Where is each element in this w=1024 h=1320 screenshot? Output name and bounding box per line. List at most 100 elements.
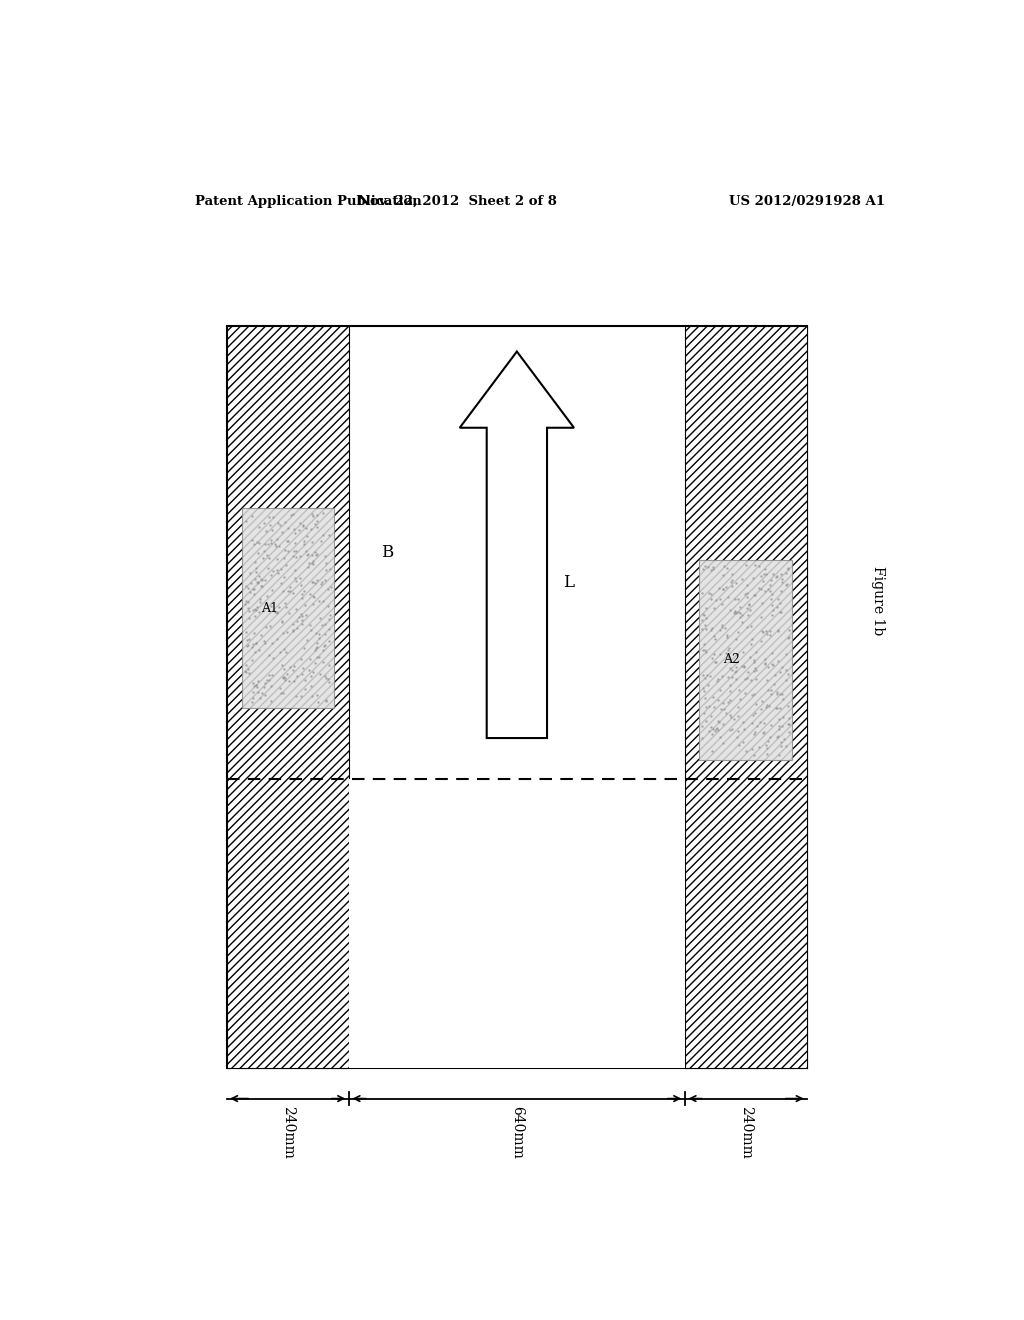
Point	[275, 581, 292, 602]
Point	[251, 640, 267, 661]
Point	[257, 673, 273, 694]
Point	[715, 733, 731, 754]
Point	[757, 648, 773, 669]
Point	[751, 737, 767, 758]
Point	[762, 581, 778, 602]
Point	[770, 715, 786, 737]
Point	[711, 668, 727, 689]
Point	[294, 610, 310, 631]
Point	[305, 585, 322, 606]
Point	[772, 593, 788, 614]
Point	[768, 566, 784, 587]
Point	[260, 533, 276, 554]
Point	[317, 623, 334, 644]
Point	[258, 616, 274, 638]
Point	[749, 693, 765, 714]
Point	[253, 569, 269, 590]
Point	[717, 618, 733, 639]
Point	[696, 614, 713, 635]
Point	[248, 675, 264, 696]
Point	[315, 503, 332, 524]
Point	[754, 593, 770, 614]
Point	[759, 738, 775, 759]
Point	[727, 602, 743, 623]
Point	[765, 655, 781, 676]
Point	[304, 685, 321, 706]
Point	[759, 743, 775, 764]
Point	[715, 565, 731, 586]
Point	[722, 599, 738, 620]
Point	[694, 677, 711, 698]
Point	[281, 671, 297, 692]
Point	[254, 682, 270, 704]
Point	[745, 684, 762, 705]
Point	[293, 648, 309, 669]
Point	[317, 614, 334, 635]
Point	[245, 599, 261, 620]
Point	[317, 634, 334, 655]
Point	[256, 677, 272, 698]
Point	[734, 642, 751, 663]
Point	[706, 626, 722, 647]
Point	[249, 572, 265, 593]
Point	[720, 692, 736, 713]
Point	[246, 533, 262, 554]
Point	[723, 659, 739, 680]
Point	[280, 517, 296, 539]
Point	[289, 570, 305, 591]
Point	[245, 649, 261, 671]
Point	[249, 531, 265, 552]
Point	[273, 610, 290, 631]
Point	[735, 731, 752, 752]
Point	[307, 513, 324, 535]
Point	[714, 665, 730, 686]
Bar	[349, 779, 685, 1068]
Point	[769, 698, 785, 719]
Point	[317, 690, 334, 711]
Point	[697, 639, 714, 660]
Point	[272, 682, 289, 704]
Point	[278, 669, 294, 690]
Point	[250, 543, 266, 564]
Point	[774, 656, 791, 677]
Point	[317, 690, 334, 711]
Point	[304, 503, 321, 524]
Point	[771, 708, 787, 729]
Point	[716, 556, 732, 577]
Point	[274, 667, 291, 688]
Point	[757, 653, 773, 675]
Point	[251, 516, 267, 537]
Point	[695, 639, 712, 660]
Point	[269, 549, 286, 570]
Point	[321, 619, 337, 640]
Point	[726, 601, 742, 622]
Polygon shape	[460, 351, 574, 738]
Point	[701, 582, 718, 603]
Point	[715, 578, 731, 599]
Text: 240mm: 240mm	[281, 1106, 295, 1159]
Point	[316, 569, 333, 590]
Point	[246, 634, 262, 655]
Point	[240, 598, 256, 619]
Point	[246, 583, 262, 605]
Point	[734, 711, 751, 733]
Point	[762, 620, 778, 642]
Point	[322, 630, 338, 651]
Point	[297, 517, 313, 539]
Point	[780, 627, 797, 648]
Point	[272, 558, 289, 579]
Point	[259, 557, 275, 578]
Point	[769, 620, 785, 642]
Point	[707, 651, 723, 672]
Point	[274, 682, 291, 704]
Point	[711, 577, 727, 598]
Point	[705, 686, 721, 708]
Point	[739, 597, 756, 618]
Point	[263, 532, 280, 553]
Point	[274, 667, 291, 688]
Point	[753, 631, 769, 652]
Point	[744, 705, 761, 726]
Point	[712, 680, 728, 701]
Point	[280, 540, 296, 561]
Point	[776, 729, 793, 750]
